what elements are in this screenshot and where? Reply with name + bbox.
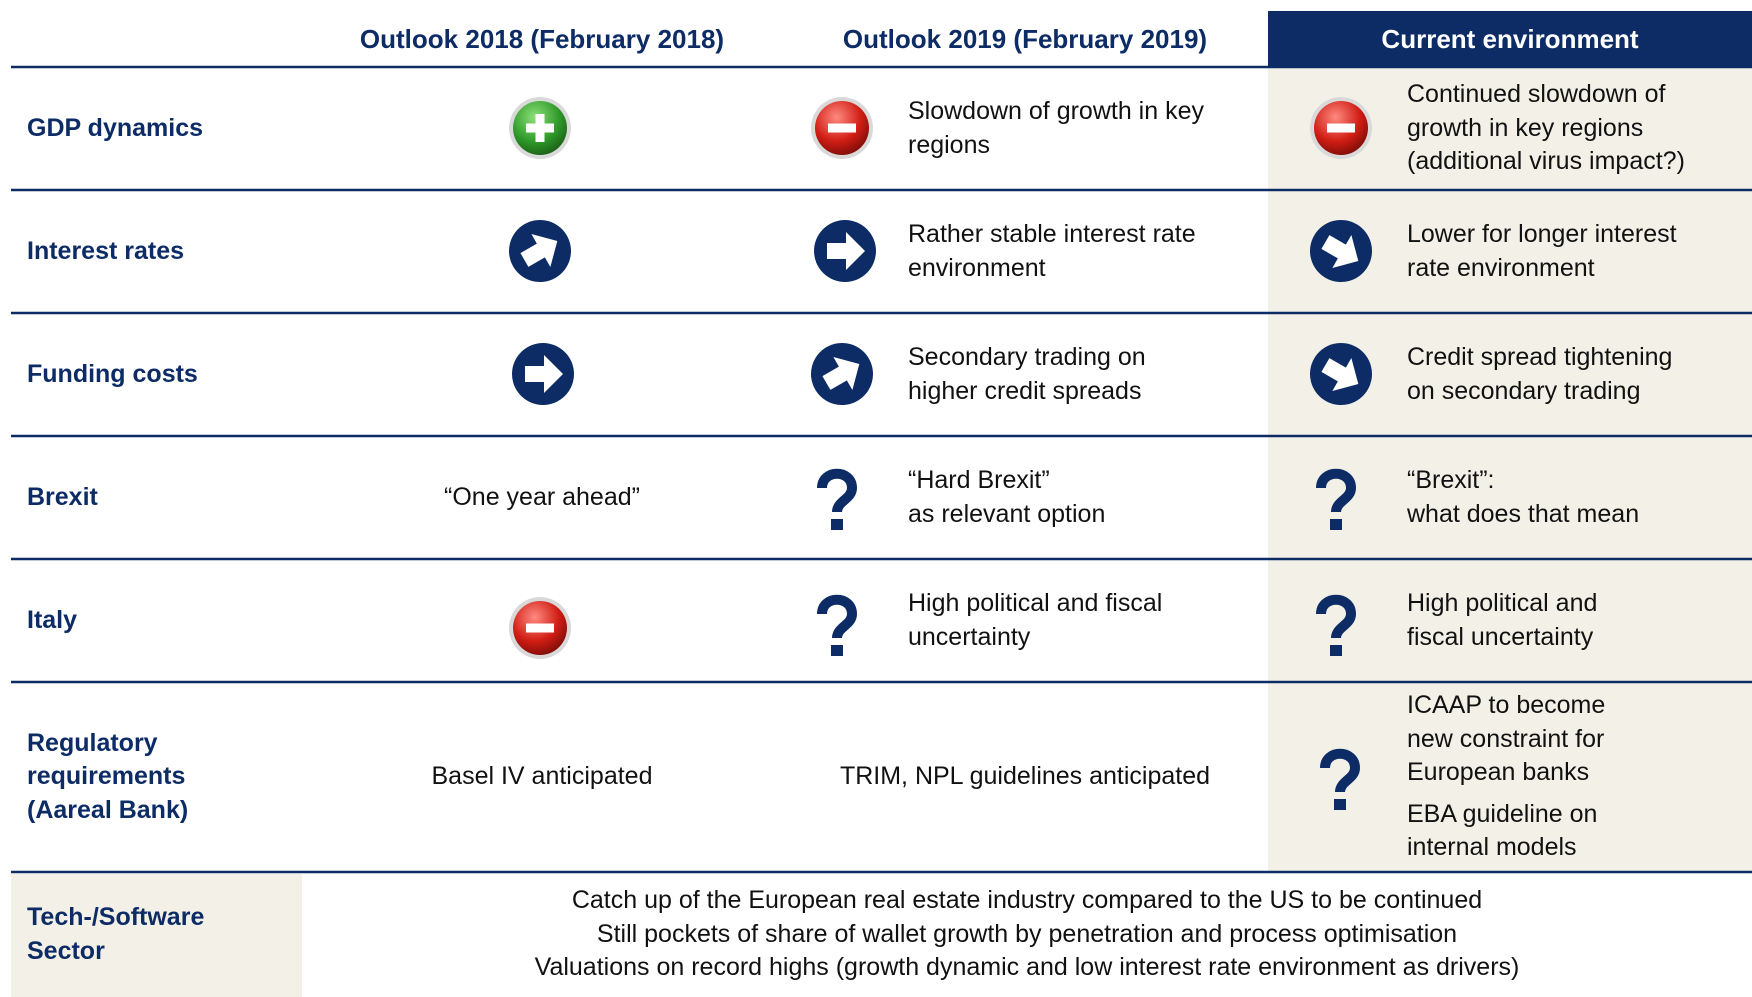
text-line: rate environment xyxy=(1407,253,1595,282)
cell-text: Rather stable interest rate environment xyxy=(908,190,1268,313)
text-line: European banks xyxy=(1407,758,1590,787)
text-line: environment xyxy=(908,253,1046,282)
header-current-bg xyxy=(1268,11,1752,67)
text-line: Continued slowdown of xyxy=(1407,80,1666,109)
text-line: High political and xyxy=(1407,589,1598,617)
cell-text: High political and fiscal uncertainty xyxy=(1407,559,1752,682)
text-line: TRIM, NPL guidelines anticipated xyxy=(839,762,1211,791)
row-label: Regulatory requirements (Aareal Bank) xyxy=(27,682,297,872)
text-line: (additional virus impact?) xyxy=(1407,147,1685,176)
text-line: Still pockets of share of wallet growth … xyxy=(596,919,1458,948)
text-line: Italy xyxy=(27,605,78,634)
row-label: Tech-/Software Sector xyxy=(27,872,297,997)
text-line: EBA guideline on xyxy=(1407,799,1598,828)
row-label: Brexit xyxy=(27,436,297,559)
text-line: Sector xyxy=(27,936,105,965)
cell-text: High political and fiscal uncertainty xyxy=(908,559,1268,682)
text-line: Regulatory xyxy=(27,728,158,757)
shade-footer-label xyxy=(11,874,302,997)
text-line: uncertainty xyxy=(908,622,1031,651)
text-line: new constraint for xyxy=(1407,724,1605,753)
text-line: internal models xyxy=(1407,833,1577,862)
text-line: fiscal uncertainty xyxy=(1407,622,1594,651)
text-line: Interest rates xyxy=(27,236,185,265)
text-line: regions xyxy=(908,130,990,159)
header-2018: Outlook 2018 (February 2018) xyxy=(359,23,725,54)
cell-text: “One year ahead” xyxy=(302,436,782,559)
text-line: Brexit xyxy=(27,482,98,511)
text-line: “One year ahead” xyxy=(444,482,640,511)
row-lines xyxy=(11,65,1752,874)
text-line: GDP dynamics xyxy=(27,113,204,142)
row-label: Interest rates xyxy=(27,190,297,313)
footer-text: Catch up of the European real estate ind… xyxy=(302,872,1752,997)
text-line: Valuations on record highs (growth dynam… xyxy=(534,953,1520,982)
cell-text: TRIM, NPL guidelines anticipated xyxy=(782,682,1268,872)
cell-text: Slowdown of growth in key regions xyxy=(908,67,1268,190)
text-line: Funding costs xyxy=(27,359,198,388)
text-line: “Brexit”: xyxy=(1407,466,1495,494)
text-line: as relevant option xyxy=(908,499,1106,528)
text-line: higher credit spreads xyxy=(908,376,1142,405)
cell-text: “Brexit”: what does that mean xyxy=(1407,436,1752,559)
text-line: (Aareal Bank) xyxy=(27,795,189,824)
text-line: growth in key regions xyxy=(1407,113,1644,142)
text-line: requirements xyxy=(27,762,186,791)
row-label: Italy xyxy=(27,559,297,682)
text-line: ICAAP to become xyxy=(1407,691,1606,720)
cell-text: ICAAP to become new constraint for Europea… xyxy=(1407,682,1752,872)
text-line: Credit spread tightening xyxy=(1407,343,1673,371)
text-line: Slowdown of growth in key xyxy=(908,97,1204,125)
text-line: on secondary trading xyxy=(1407,376,1641,405)
header-current: Current environment xyxy=(1381,23,1639,54)
cell-text: Credit spread tightening on secondary tra… xyxy=(1407,313,1752,436)
cell-text: “Hard Brexit” as relevant option xyxy=(908,436,1268,559)
row-label: Funding costs xyxy=(27,313,297,436)
text-line: Lower for longer interest xyxy=(1407,220,1677,248)
row-label: GDP dynamics xyxy=(27,67,297,190)
text-line: High political and fiscal xyxy=(908,589,1163,617)
shade-current xyxy=(1268,67,1752,872)
text-line: Basel IV anticipated xyxy=(431,762,653,791)
text-line: “Hard Brexit” xyxy=(908,466,1050,494)
text-line: Secondary trading on xyxy=(908,343,1146,371)
cell-text: Basel IV anticipated xyxy=(302,682,782,872)
text-line: Tech-/Software xyxy=(27,903,205,931)
cell-text: Continued slowdown of growth in key regio… xyxy=(1407,67,1752,190)
text-line: what does that mean xyxy=(1407,499,1640,528)
header-2019: Outlook 2019 (February 2019) xyxy=(842,23,1208,54)
text-line: Rather stable interest rate xyxy=(908,220,1196,248)
cell-text: Lower for longer interest rate environmen… xyxy=(1407,190,1752,313)
cell-text: Secondary trading on higher credit spread… xyxy=(908,313,1268,436)
text-line: Catch up of the European real estate ind… xyxy=(571,886,1483,915)
